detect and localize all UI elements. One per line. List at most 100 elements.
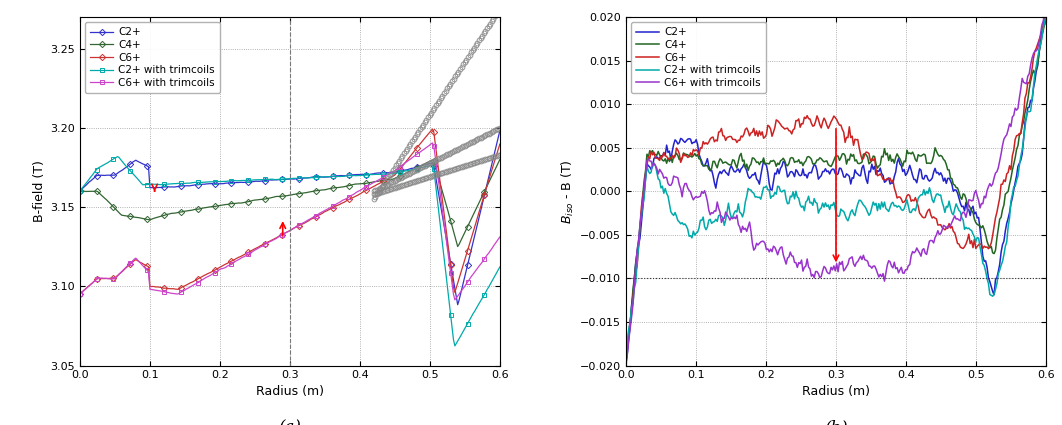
C6+ with trimcoils [877,271,890,276]
C2+ with trimcoils [324,174,337,179]
C2+ [619,363,632,368]
Legend: C2+, C4+, C6+, C2+ with trimcoils, C6+ with trimcoils: C2+, C4+, C6+, C2+ with trimcoils, C6+ w… [631,22,767,93]
C2+ [74,187,87,193]
C2+ [494,128,507,133]
Line: C2+ with trimcoils: C2+ with trimcoils [626,14,1046,359]
C6+ with trimcoils [974,205,987,210]
C2+ [869,164,881,169]
C2+ [621,351,634,357]
C6+ [73,292,86,297]
C4+ [974,224,987,229]
C2+ with trimcoils [621,342,634,347]
C4+ [330,185,343,190]
Line: C2+: C2+ [626,17,1046,366]
Line: C2+: C2+ [78,128,502,307]
Line: C4+: C4+ [78,157,502,249]
C4+ [322,187,335,192]
C6+ [974,241,987,246]
C4+ [451,244,464,249]
Line: C6+: C6+ [78,127,502,296]
C6+ [456,267,468,272]
C4+ [456,236,468,241]
C2+ [1040,14,1052,20]
C6+ with trimcoils [448,297,461,302]
C6+ [1000,171,1013,176]
C4+ [494,157,507,162]
C2+ [427,163,440,168]
C4+ [74,189,87,194]
C2+ [974,227,987,232]
C2+ with trimcoils [74,187,87,192]
C6+ with trimcoils [322,206,335,211]
C6+ with trimcoils [426,140,439,145]
C6+ [1040,6,1052,11]
C6+ with trimcoils [1000,132,1013,137]
C2+ [322,174,335,179]
C4+ [869,154,881,159]
C6+ [330,203,343,208]
Line: C6+: C6+ [626,8,1046,363]
C6+ with trimcoils [457,286,469,291]
C6+ [621,345,634,350]
C2+ with trimcoils [1000,239,1013,244]
C4+ [73,189,86,194]
C2+ with trimcoils [870,201,883,206]
C6+ with trimcoils [429,153,442,159]
Text: (a): (a) [278,419,302,425]
C4+ [427,159,440,164]
C6+ with trimcoils [619,360,632,366]
C2+ with trimcoils [877,204,890,210]
Line: C2+ with trimcoils: C2+ with trimcoils [78,154,502,348]
C2+ with trimcoils [619,357,632,362]
C6+ [494,142,507,147]
C4+ [1040,17,1052,22]
C4+ [1000,190,1013,196]
C2+ [870,172,883,177]
C6+ with trimcoils [1040,6,1052,11]
Line: C6+ with trimcoils: C6+ with trimcoils [626,9,1046,363]
Legend: C2+, C4+, C6+, C2+ with trimcoils, C6+ with trimcoils: C2+, C4+, C6+, C2+ with trimcoils, C6+ w… [85,22,220,93]
C2+ with trimcoils [869,203,881,208]
C2+ [877,173,890,178]
C6+ with trimcoils [330,201,343,206]
C6+ [324,207,337,212]
C6+ with trimcoils [74,290,87,295]
C4+ [619,355,632,360]
C2+ [456,286,468,291]
C4+ [870,162,883,167]
C2+ [330,173,343,178]
C6+ [426,127,439,132]
Y-axis label: $B_{iso}$ - B (T): $B_{iso}$ - B (T) [560,159,576,224]
C2+ with trimcoils [457,329,469,334]
Line: C6+ with trimcoils: C6+ with trimcoils [78,141,502,302]
C6+ with trimcoils [870,266,883,272]
C6+ [869,156,881,161]
Y-axis label: B-field (T): B-field (T) [33,160,46,222]
X-axis label: Radius (m): Radius (m) [802,385,870,397]
C6+ with trimcoils [494,235,507,240]
Line: C4+: C4+ [626,20,1046,357]
C4+ [621,343,634,348]
C2+ with trimcoils [974,244,987,249]
C2+ with trimcoils [112,154,124,159]
X-axis label: Radius (m): Radius (m) [256,385,324,397]
Text: (b): (b) [824,419,847,425]
C2+ with trimcoils [325,174,338,179]
C2+ [73,189,86,194]
C6+ with trimcoils [621,351,634,356]
C2+ with trimcoils [331,174,344,179]
C2+ [324,174,337,179]
C4+ [877,154,890,159]
C2+ [451,302,464,307]
C2+ with trimcoils [448,343,461,348]
C6+ [877,177,890,182]
C2+ with trimcoils [494,264,507,269]
C6+ with trimcoils [73,292,86,297]
C6+ [619,360,632,366]
C2+ with trimcoils [1040,12,1052,17]
C6+ [74,290,87,295]
C6+ with trimcoils [324,205,337,210]
C6+ with trimcoils [869,264,881,269]
C4+ [324,186,337,191]
C2+ with trimcoils [73,189,86,194]
